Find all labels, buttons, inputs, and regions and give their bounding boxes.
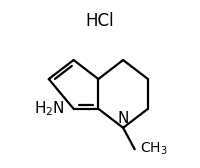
Text: HCl: HCl bbox=[86, 12, 114, 30]
Text: N: N bbox=[117, 111, 129, 126]
Text: H$_2$N: H$_2$N bbox=[34, 99, 64, 118]
Text: CH$_3$: CH$_3$ bbox=[140, 140, 167, 157]
